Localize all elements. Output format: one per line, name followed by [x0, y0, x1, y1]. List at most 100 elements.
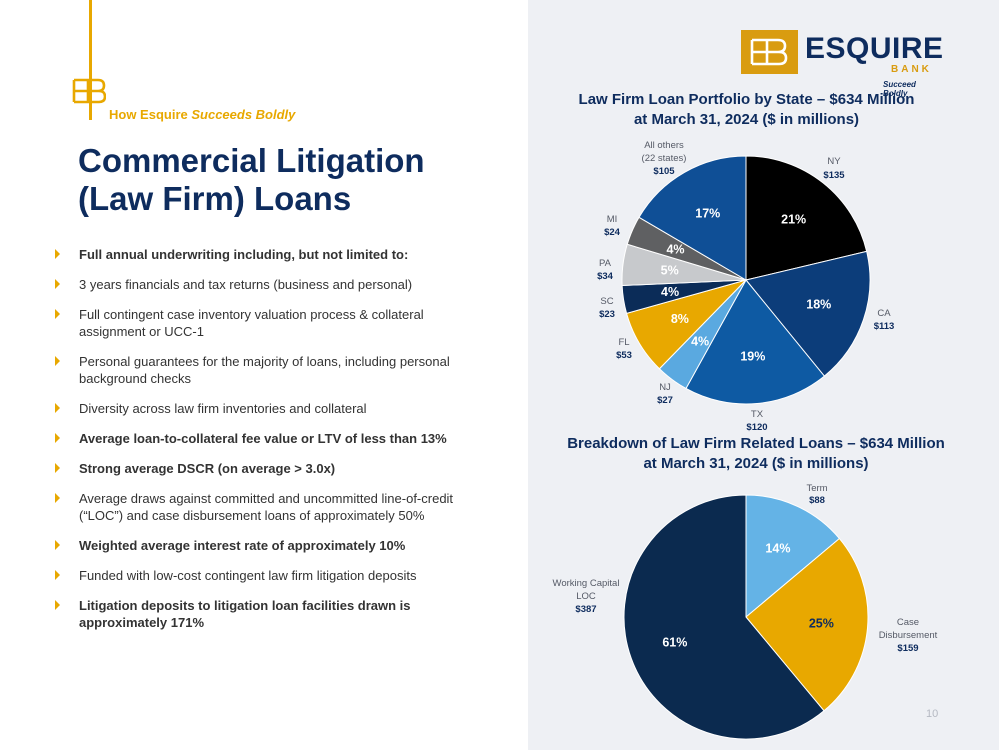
logo-name: ESQUIRE — [805, 32, 944, 65]
pie-name-label: (22 states) — [642, 153, 687, 164]
pie-name-label: LOC — [576, 591, 596, 602]
bullet-arrow-icon — [55, 463, 60, 473]
pie-percent-label: 14% — [765, 541, 790, 555]
eb-logo-icon — [750, 38, 788, 66]
pie-percent-label: 19% — [740, 350, 765, 364]
pie-name-label: Working Capital — [553, 578, 620, 589]
bullet-item: Average draws against committed and unco… — [52, 490, 492, 524]
bullet-arrow-icon — [55, 540, 60, 550]
logo-slogan: Succeed Boldly — [883, 80, 916, 98]
pie-slice — [745, 537, 869, 712]
left-panel — [0, 0, 528, 750]
pie-percent-label: 8% — [671, 312, 689, 326]
pie-percent-label: 21% — [781, 213, 806, 227]
pie-value-label: $135 — [823, 170, 845, 181]
bullet-text: Full annual underwriting including, but … — [79, 247, 409, 262]
pie-percent-label: 4% — [661, 285, 679, 299]
chart-title-state-line-1: Law Firm Loan Portfolio by State – $634 … — [578, 91, 915, 108]
page-number: 10 — [926, 708, 939, 720]
bullet-arrow-icon — [55, 493, 60, 503]
pie-percent-label: 18% — [806, 298, 831, 312]
tagline-prefix: How Esquire — [109, 107, 192, 122]
pie-slice — [745, 250, 871, 377]
title-line-1: Commercial Litigation — [78, 142, 425, 179]
bullet-text: Diversity across law firm inventories an… — [79, 401, 367, 416]
bullet-text: Funded with low-cost contingent law firm… — [79, 568, 417, 583]
bullet-text: Average loan-to-collateral fee value or … — [79, 431, 447, 446]
accent-line — [89, 0, 92, 120]
bullet-arrow-icon — [55, 600, 60, 610]
pie-value-label: $24 — [604, 227, 621, 238]
bullet-item: Strong average DSCR (on average > 3.0x) — [52, 460, 492, 477]
chart-title-type-line-2: at March 31, 2024 ($ in millions) — [643, 455, 869, 472]
pie-name-label: MI — [607, 214, 618, 225]
pie-name-label: FL — [618, 337, 629, 348]
pie-slice — [638, 155, 747, 281]
pie-value-label: $159 — [897, 643, 918, 654]
title-line-2: (Law Firm) Loans — [78, 180, 352, 217]
bullet-text: Personal guarantees for the majority of … — [79, 354, 450, 386]
bullet-arrow-icon — [55, 309, 60, 319]
pie-value-label: $120 — [746, 422, 767, 433]
tagline-italic: Succeeds Boldly — [191, 107, 296, 122]
bullet-text: 3 years financials and tax returns (busi… — [79, 277, 413, 292]
pie-value-label: $34 — [597, 271, 614, 282]
bullet-list: Full annual underwriting including, but … — [52, 246, 492, 644]
bullet-item: Litigation deposits to litigation loan f… — [52, 597, 492, 631]
bullet-item: Personal guarantees for the majority of … — [52, 353, 492, 387]
pie-slice — [685, 279, 826, 405]
pie-percent-label: 25% — [809, 617, 834, 631]
pie-name-label: CA — [877, 308, 891, 319]
page-title: Commercial Litigation (Law Firm) Loans — [78, 142, 508, 218]
pie-value-label: $23 — [599, 309, 615, 320]
pie-value-label: $53 — [616, 350, 632, 361]
eb-monogram-icon — [72, 78, 106, 104]
esquire-logo: ESQUIRE BANK Succeed Boldly — [741, 30, 944, 98]
pie-percent-label: 4% — [666, 242, 684, 256]
pie-percent-label: 4% — [691, 335, 709, 349]
pie-name-label: NY — [827, 156, 841, 167]
bullet-text: Strong average DSCR (on average > 3.0x) — [79, 461, 336, 476]
pie-percent-label: 17% — [695, 206, 720, 220]
bullet-arrow-icon — [55, 433, 60, 443]
chart-title-state-line-2: at March 31, 2024 ($ in millions) — [633, 111, 860, 128]
bullet-item: Full contingent case inventory valuation… — [52, 306, 492, 340]
bullet-item: Average loan-to-collateral fee value or … — [52, 430, 492, 447]
bullet-item: Diversity across law firm inventories an… — [52, 400, 492, 417]
pie-name-label: SC — [600, 296, 613, 307]
bullet-arrow-icon — [55, 356, 60, 366]
bullet-arrow-icon — [55, 570, 60, 580]
pie-name-label: NJ — [659, 382, 671, 393]
pie-name-label: Disbursement — [879, 630, 938, 641]
logo-bank: BANK — [891, 64, 932, 75]
bullet-item: Funded with low-cost contingent law firm… — [52, 567, 492, 584]
bullet-item: Full annual underwriting including, but … — [52, 246, 492, 263]
pie-slice — [745, 494, 841, 619]
pie-name-label: Term — [806, 483, 827, 494]
pie-percent-label: 5% — [661, 264, 679, 278]
pie-percent-label: 61% — [662, 636, 687, 650]
pie-slice — [623, 494, 825, 740]
pie-value-label: $27 — [657, 395, 673, 406]
bullet-arrow-icon — [55, 403, 60, 413]
pie-value-label: $113 — [874, 321, 895, 332]
pie-value-label: $387 — [575, 604, 596, 615]
chart-title-type-line-1: Breakdown of Law Firm Related Loans – $6… — [567, 435, 945, 452]
pie-name-label: Case — [897, 617, 919, 628]
pie-chart-1: 14% Term$88 25% Case Disbursement $159 61% Work… — [553, 483, 938, 740]
bullet-text: Weighted average interest rate of approx… — [79, 538, 406, 553]
pie-name-label: All others — [644, 140, 684, 151]
bullet-text: Litigation deposits to litigation loan f… — [79, 598, 411, 630]
pie-value-label: $88 — [809, 495, 825, 506]
pie-charts: 21% NY $135 18% CA $113 19% TX $120 4% NJ $27 8% FL $5… — [553, 140, 938, 740]
bullet-arrow-icon — [55, 249, 60, 259]
logo-mark — [741, 30, 798, 74]
pie-slice — [745, 155, 868, 281]
bullet-item: Weighted average interest rate of approx… — [52, 537, 492, 554]
chart-title-type: Breakdown of Law Firm Related Loans – $6… — [528, 434, 984, 474]
chart-title-state: Law Firm Loan Portfolio by State – $634 … — [528, 90, 965, 130]
tagline: How Esquire Succeeds Boldly — [109, 107, 295, 122]
pie-name-label: PA — [599, 258, 612, 269]
bullet-arrow-icon — [55, 279, 60, 289]
pie-value-label: $105 — [653, 166, 675, 177]
